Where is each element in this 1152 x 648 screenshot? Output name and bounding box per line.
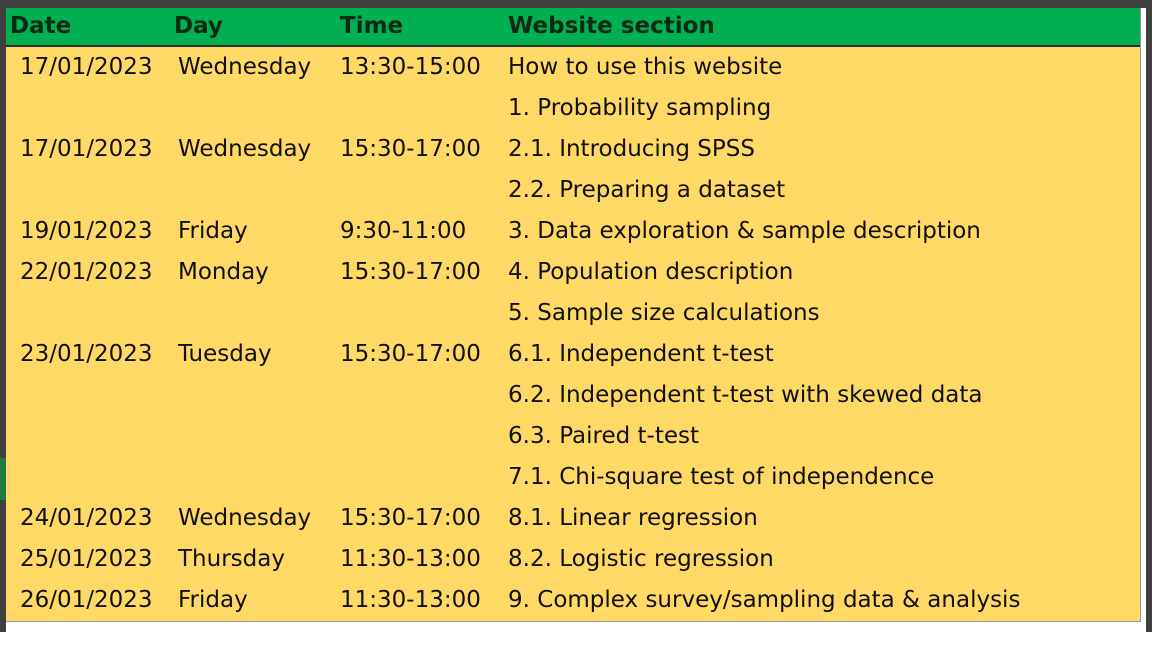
cell-day[interactable]: Wednesday bbox=[178, 54, 312, 80]
cell-section[interactable]: 3. Data exploration & sample description bbox=[508, 218, 981, 244]
header-website-section[interactable]: Website section bbox=[508, 13, 715, 39]
table-row[interactable]: 24/01/2023 Wednesday 15:30-17:00 8.1. Li… bbox=[6, 498, 1140, 539]
row-header-strip bbox=[0, 0, 6, 632]
table-row[interactable]: 23/01/2023 Tuesday 15:30-17:00 6.1. Inde… bbox=[6, 334, 1140, 375]
cell-time[interactable]: 9:30-11:00 bbox=[340, 218, 467, 244]
table-row[interactable]: 19/01/2023 Friday 9:30-11:00 3. Data exp… bbox=[6, 211, 1140, 252]
cell-day[interactable]: Wednesday bbox=[178, 136, 312, 162]
cell-section[interactable]: 4. Population description bbox=[508, 259, 794, 285]
table-row[interactable]: 26/01/2023 Friday 11:30-13:00 9. Complex… bbox=[6, 580, 1140, 621]
cell-section[interactable]: 8.1. Linear regression bbox=[508, 505, 758, 531]
cell-section[interactable]: 5. Sample size calculations bbox=[508, 300, 820, 326]
cell-date[interactable]: 19/01/2023 bbox=[20, 218, 153, 244]
cell-time[interactable]: 15:30-17:00 bbox=[340, 505, 481, 531]
cell-date[interactable]: 22/01/2023 bbox=[20, 259, 153, 285]
cell-time[interactable]: 15:30-17:00 bbox=[340, 136, 481, 162]
table-row[interactable]: 6.3. Paired t-test bbox=[6, 416, 1140, 457]
header-date[interactable]: Date bbox=[10, 13, 72, 39]
cell-day[interactable]: Tuesday bbox=[178, 341, 272, 367]
table-row[interactable]: 22/01/2023 Monday 15:30-17:00 4. Populat… bbox=[6, 252, 1140, 293]
cell-section[interactable]: 6.1. Independent t-test bbox=[508, 341, 774, 367]
cell-section[interactable]: 1. Probability sampling bbox=[508, 95, 772, 121]
cell-section[interactable]: 2.2. Preparing a dataset bbox=[508, 177, 786, 203]
schedule-table: Date Day Time Website section 17/01/2023… bbox=[6, 8, 1141, 622]
header-time[interactable]: Time bbox=[340, 13, 404, 39]
cell-section[interactable]: 9. Complex survey/sampling data & analys… bbox=[508, 587, 1021, 613]
cell-section[interactable]: 2.1. Introducing SPSS bbox=[508, 136, 755, 162]
cell-time[interactable]: 13:30-15:00 bbox=[340, 54, 481, 80]
table-row[interactable]: 5. Sample size calculations bbox=[6, 293, 1140, 334]
cell-date[interactable]: 17/01/2023 bbox=[20, 54, 153, 80]
column-header-strip bbox=[0, 0, 1152, 8]
cell-date[interactable]: 17/01/2023 bbox=[20, 136, 153, 162]
table-row[interactable]: 6.2. Independent t-test with skewed data bbox=[6, 375, 1140, 416]
table-row[interactable]: 17/01/2023 Wednesday 15:30-17:00 2.1. In… bbox=[6, 129, 1140, 170]
cell-day[interactable]: Friday bbox=[178, 218, 248, 244]
cell-section[interactable]: 6.3. Paired t-test bbox=[508, 423, 700, 449]
cell-date[interactable]: 23/01/2023 bbox=[20, 341, 153, 367]
table-row[interactable]: 17/01/2023 Wednesday 13:30-15:00 How to … bbox=[6, 47, 1140, 88]
table-row[interactable]: 7.1. Chi-square test of independence bbox=[6, 457, 1140, 498]
cell-date[interactable]: 24/01/2023 bbox=[20, 505, 153, 531]
cell-day[interactable]: Friday bbox=[178, 587, 248, 613]
cell-section[interactable]: How to use this website bbox=[508, 54, 783, 80]
selected-row-indicator bbox=[0, 458, 6, 500]
cell-time[interactable]: 15:30-17:00 bbox=[340, 341, 481, 367]
cell-time[interactable]: 11:30-13:00 bbox=[340, 546, 481, 572]
cell-section[interactable]: 6.2. Independent t-test with skewed data bbox=[508, 382, 983, 408]
table-header-row[interactable]: Date Day Time Website section bbox=[6, 8, 1140, 47]
table-row[interactable]: 2.2. Preparing a dataset bbox=[6, 170, 1140, 211]
grid-edge bbox=[1146, 0, 1152, 632]
cell-date[interactable]: 25/01/2023 bbox=[20, 546, 153, 572]
cell-section[interactable]: 8.2. Logistic regression bbox=[508, 546, 774, 572]
cell-day[interactable]: Thursday bbox=[178, 546, 285, 572]
cell-time[interactable]: 11:30-13:00 bbox=[340, 587, 481, 613]
cell-date[interactable]: 26/01/2023 bbox=[20, 587, 153, 613]
cell-time[interactable]: 15:30-17:00 bbox=[340, 259, 481, 285]
cell-day[interactable]: Wednesday bbox=[178, 505, 312, 531]
table-row[interactable]: 25/01/2023 Thursday 11:30-13:00 8.2. Log… bbox=[6, 539, 1140, 580]
cell-section[interactable]: 7.1. Chi-square test of independence bbox=[508, 464, 935, 490]
table-row[interactable]: 1. Probability sampling bbox=[6, 88, 1140, 129]
cell-day[interactable]: Monday bbox=[178, 259, 269, 285]
header-day[interactable]: Day bbox=[174, 13, 223, 39]
